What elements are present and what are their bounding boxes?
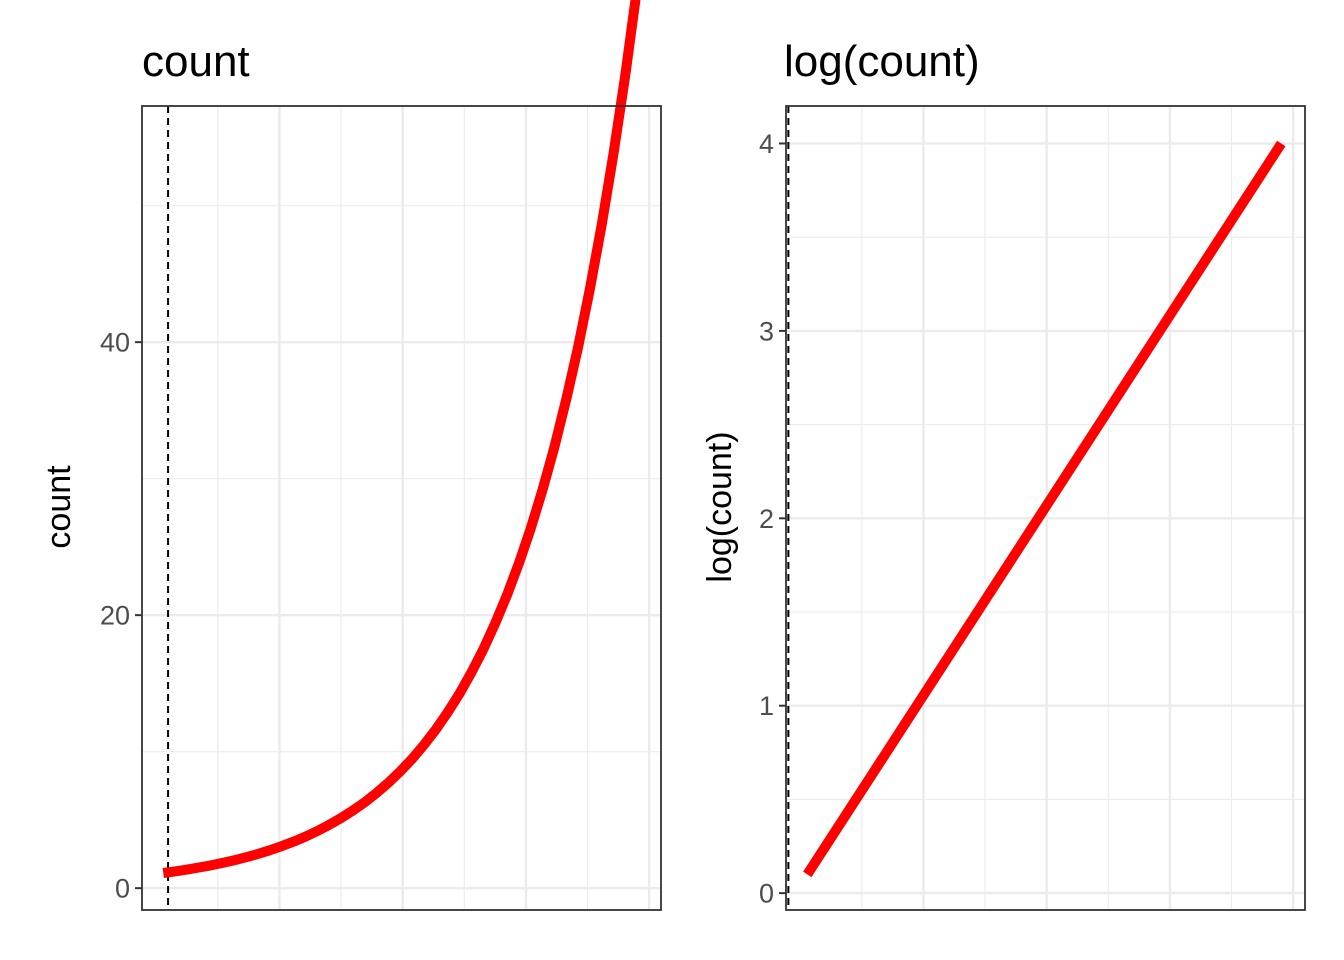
series-line-0 <box>162 0 641 878</box>
grid-lines <box>786 106 1305 910</box>
y-tick-label: 3 <box>759 316 774 346</box>
data-layer <box>787 106 1286 910</box>
y-tick-label: 0 <box>759 879 774 909</box>
grid-lines <box>142 106 661 910</box>
chart-title: log(count) <box>784 37 980 86</box>
y-tick-label: 1 <box>759 691 774 721</box>
y-axis: 0 20 40 <box>100 328 142 904</box>
y-tick-label: 4 <box>759 129 774 159</box>
y-tick-label: 2 <box>759 504 774 534</box>
y-axis: 0 1 2 3 4 <box>759 129 786 909</box>
panel-log-count: log(count) log(count) 0 1 2 3 4 <box>701 37 1306 911</box>
panel-border <box>141 105 662 911</box>
y-axis-label: count <box>40 465 78 549</box>
y-tick-label: 40 <box>100 328 130 358</box>
y-tick-label: 0 <box>115 874 130 904</box>
panel-count: count count 0 20 40 <box>40 0 662 911</box>
series-line-0 <box>803 140 1286 878</box>
panel-border <box>785 105 1306 911</box>
y-axis-label: log(count) <box>701 431 739 582</box>
y-tick-label: 20 <box>100 601 130 631</box>
chart-title: count <box>142 37 250 86</box>
data-layer <box>162 0 641 910</box>
